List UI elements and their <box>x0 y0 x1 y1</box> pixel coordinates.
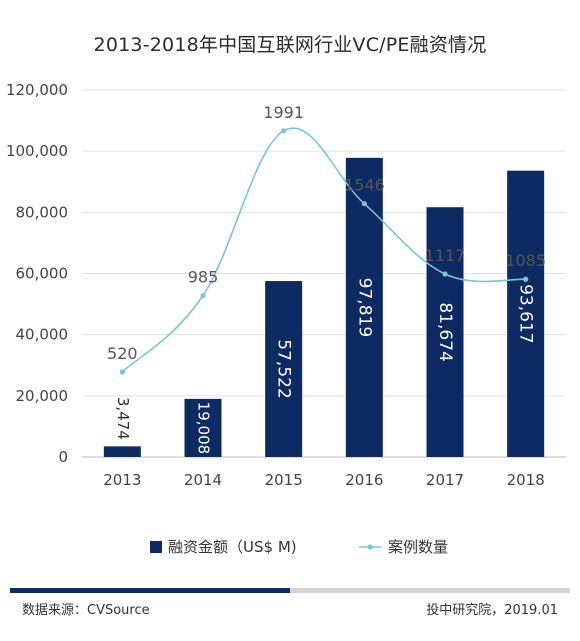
bar <box>184 398 222 457</box>
x-tick-label: 2013 <box>103 471 141 489</box>
line-value-label: 1085 <box>505 251 546 270</box>
y-tick-label: 60,000 <box>16 265 69 283</box>
y-tick-label: 0 <box>58 448 68 466</box>
x-tick-label: 2017 <box>426 471 464 489</box>
legend-swatch-marker <box>367 544 373 550</box>
legend-swatch-bar <box>150 541 162 553</box>
line-point <box>442 271 448 277</box>
credit-note: 投中研究院，2019.01 <box>426 603 558 618</box>
y-tick-label: 120,000 <box>6 81 68 99</box>
bar-value-label: 3,474 <box>114 397 132 440</box>
source-note: 数据来源：CVSource <box>22 603 150 618</box>
line-point <box>281 128 287 134</box>
line-point <box>119 369 125 375</box>
x-tick-label: 2016 <box>345 471 383 489</box>
y-tick-label: 100,000 <box>6 142 68 160</box>
y-tick-label: 40,000 <box>16 326 69 344</box>
bar-value-label: 93,617 <box>516 284 536 343</box>
x-tick-label: 2014 <box>184 471 222 489</box>
line-value-label: 520 <box>107 344 138 363</box>
bar <box>265 281 303 457</box>
x-tick-label: 2018 <box>507 471 545 489</box>
line-point <box>200 293 206 299</box>
x-tick-label: 2015 <box>265 471 303 489</box>
bar-value-label: 57,522 <box>274 339 294 398</box>
bar <box>426 207 464 457</box>
line-value-label: 1991 <box>263 103 304 122</box>
line-point <box>361 201 367 207</box>
y-tick-label: 20,000 <box>16 387 69 405</box>
legend-label-bar: 融资金额（US$ M) <box>168 538 297 556</box>
y-tick-label: 80,000 <box>16 203 69 221</box>
bar <box>507 170 545 458</box>
footer-bar-light <box>290 588 570 593</box>
bar <box>103 446 141 457</box>
line-value-label: 1117 <box>425 246 466 265</box>
line-value-label: 985 <box>188 268 219 287</box>
line-point <box>523 276 529 282</box>
footer-bar-dark <box>10 588 290 593</box>
bar-value-label: 81,674 <box>435 302 455 361</box>
legend-label-line: 案例数量 <box>388 538 448 556</box>
line-value-label: 1546 <box>344 176 385 195</box>
bar-value-label: 19,008 <box>195 402 213 455</box>
bar-value-label: 97,819 <box>354 278 374 337</box>
bar <box>345 157 383 457</box>
chart-title: 2013-2018年中国互联网行业VC/PE融资情况 <box>93 34 487 56</box>
